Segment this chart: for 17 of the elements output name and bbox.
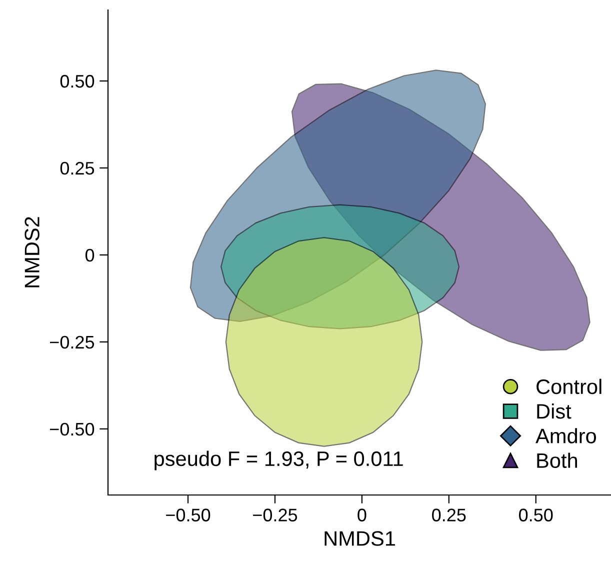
annotation: pseudo F = 1.93, P = 0.011 [154, 450, 403, 470]
y-axis-title: NMDS2 [24, 217, 40, 288]
x-tick-label: −0.25 [253, 508, 298, 522]
y-tick-label: 0.25 [60, 162, 94, 175]
y-tick-label: 0 [85, 248, 94, 262]
y-tick-label: −0.25 [50, 336, 94, 349]
x-tick-label: −0.50 [166, 508, 210, 522]
x-tick-label: 0.50 [519, 508, 553, 522]
legend-label: Control [536, 378, 602, 394]
y-tick-label: 0.50 [60, 74, 94, 88]
x-tick-label: 0 [358, 508, 366, 522]
legend-label: Amdro [536, 428, 596, 444]
legend-label: Both [537, 452, 578, 468]
legend-label: Dist [537, 403, 572, 419]
x-tick-label: 0.25 [432, 508, 466, 522]
x-axis-title: NMDS1 [324, 531, 395, 546]
y-tick-label: −0.50 [50, 422, 94, 436]
